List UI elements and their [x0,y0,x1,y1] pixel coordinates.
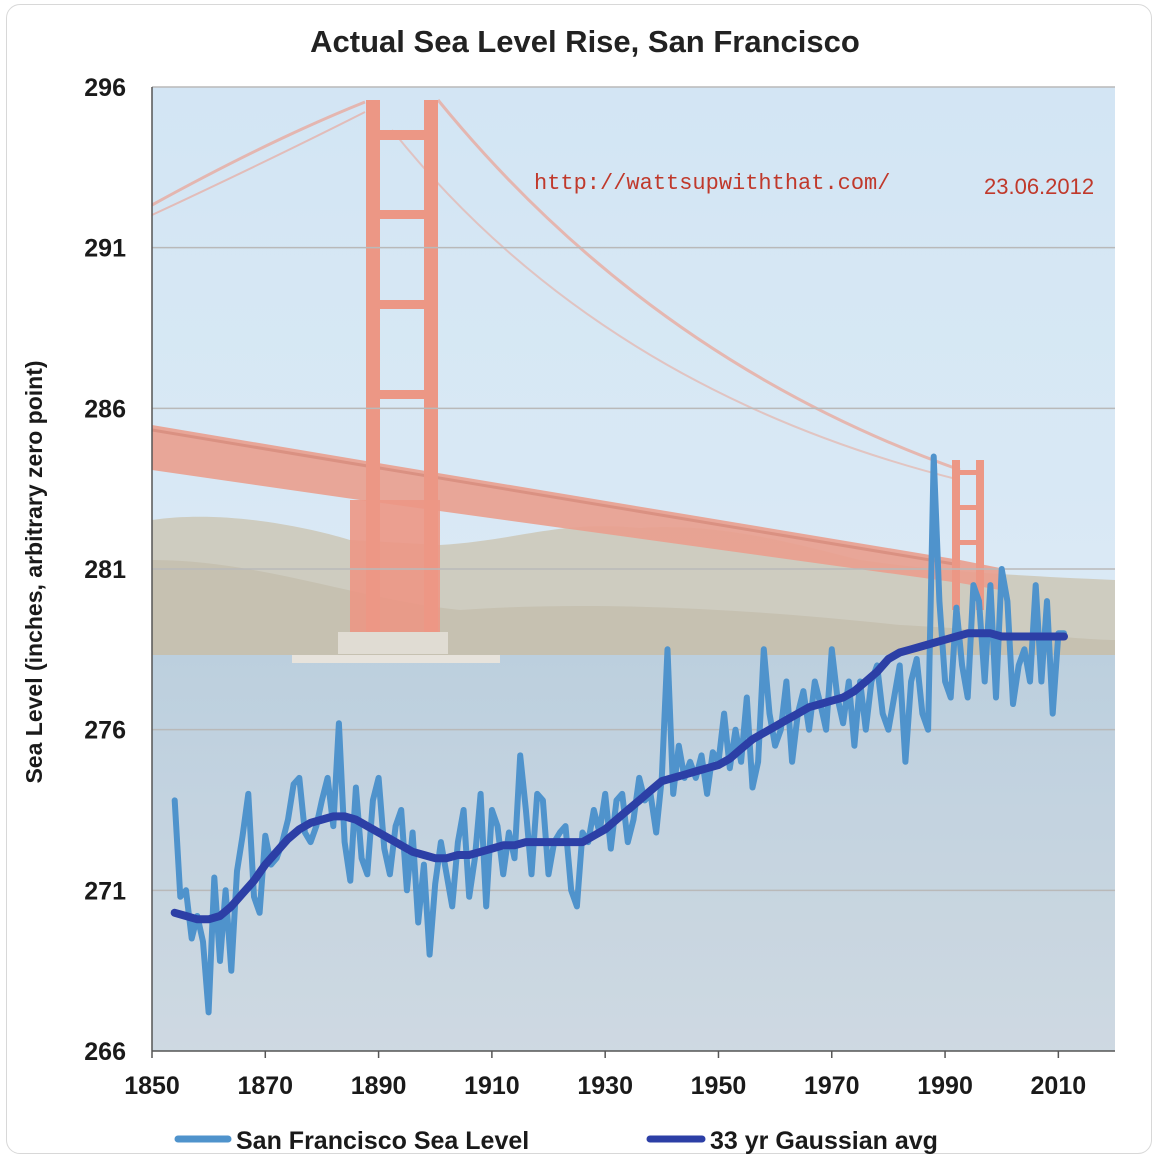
source-url-annotation: http://wattsupwiththat.com/ [534,171,890,196]
x-tick-label: 1910 [464,1072,520,1100]
y-tick-label: 276 [84,717,126,745]
y-axis-title: Sea Level (inches, arbitrary zero point) [21,360,47,783]
x-tick-label: 1970 [804,1072,860,1100]
x-tick-label: 1990 [917,1072,973,1100]
x-tick-label: 1850 [124,1072,180,1100]
y-tick-label: 266 [84,1038,126,1066]
legend: San Francisco Sea Level 33 yr Gaussian a… [174,1127,938,1155]
date-annotation: 23.06.2012 [984,174,1094,199]
grid-lines [152,86,1115,892]
y-tick-label: 271 [84,877,126,905]
axes [151,87,1115,1052]
x-tick-label: 1930 [577,1072,633,1100]
y-tick-label: 291 [84,235,126,263]
x-tick-label: 1890 [351,1072,407,1100]
y-axis-tick-labels: 266 271 276 281 286 291 296 [84,74,126,1066]
y-tick-label: 296 [84,74,126,102]
y-tick-label: 286 [84,395,126,423]
x-tick-label: 2010 [1031,1072,1087,1100]
chart-title: Actual Sea Level Rise, San Francisco [310,24,860,59]
series-layer [170,453,1068,1016]
y-tick-label: 281 [84,556,126,584]
legend-label-sea-level: San Francisco Sea Level [236,1127,529,1155]
series-line-33yr-gaussian-avg [170,629,1068,924]
x-axis-tick-labels: 1850 1870 1890 1910 1930 1950 1970 1990 2010 [124,1051,1086,1100]
golden-gate-bridge-photo [152,87,1115,1051]
series-line-san-francisco-sea-level [171,453,1067,1016]
x-tick-label: 1950 [691,1072,747,1100]
x-tick-label: 1870 [237,1072,293,1100]
legend-label-gaussian-avg: 33 yr Gaussian avg [710,1127,938,1155]
